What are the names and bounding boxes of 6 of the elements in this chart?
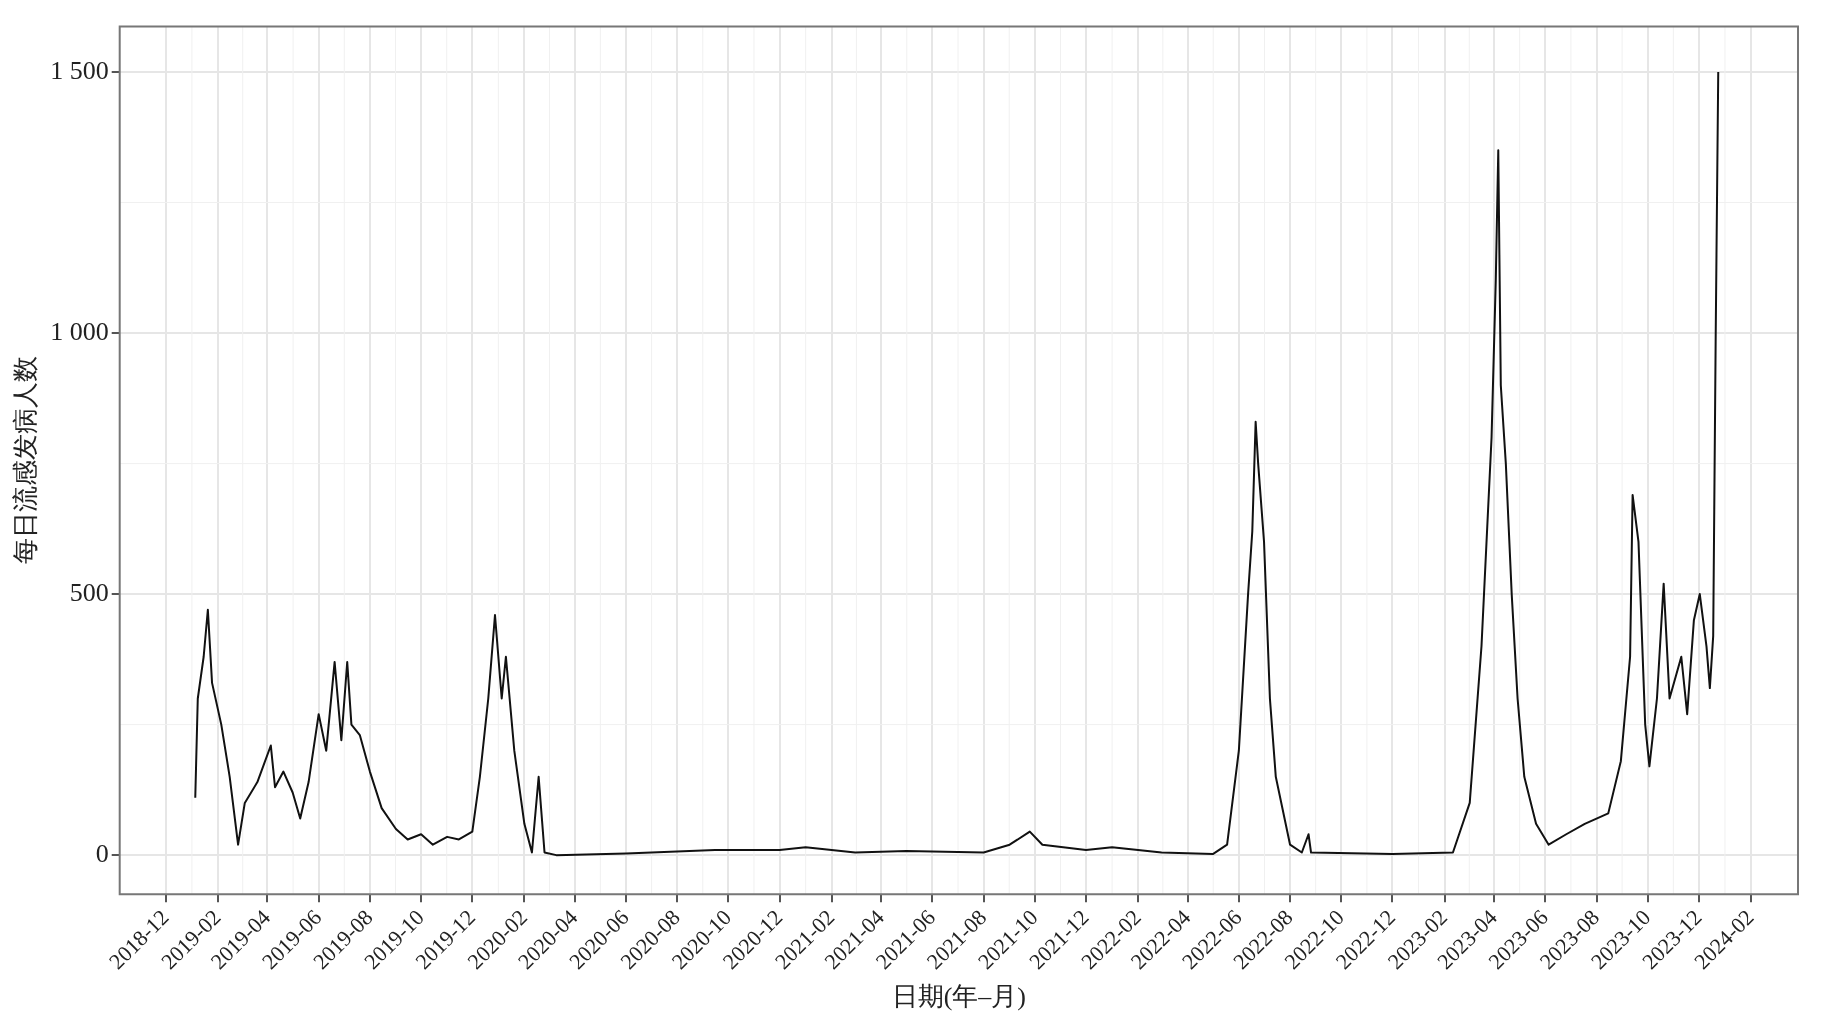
x-axis-title: 日期(年–月) (891, 982, 1027, 1012)
y-axis-title: 每日流感发病人数 (11, 356, 41, 565)
y-tick-label: 1 000 (50, 316, 109, 346)
y-tick-label: 500 (69, 577, 109, 607)
y-tick-label: 1 500 (50, 55, 109, 85)
y-tick-label: 0 (95, 838, 109, 868)
